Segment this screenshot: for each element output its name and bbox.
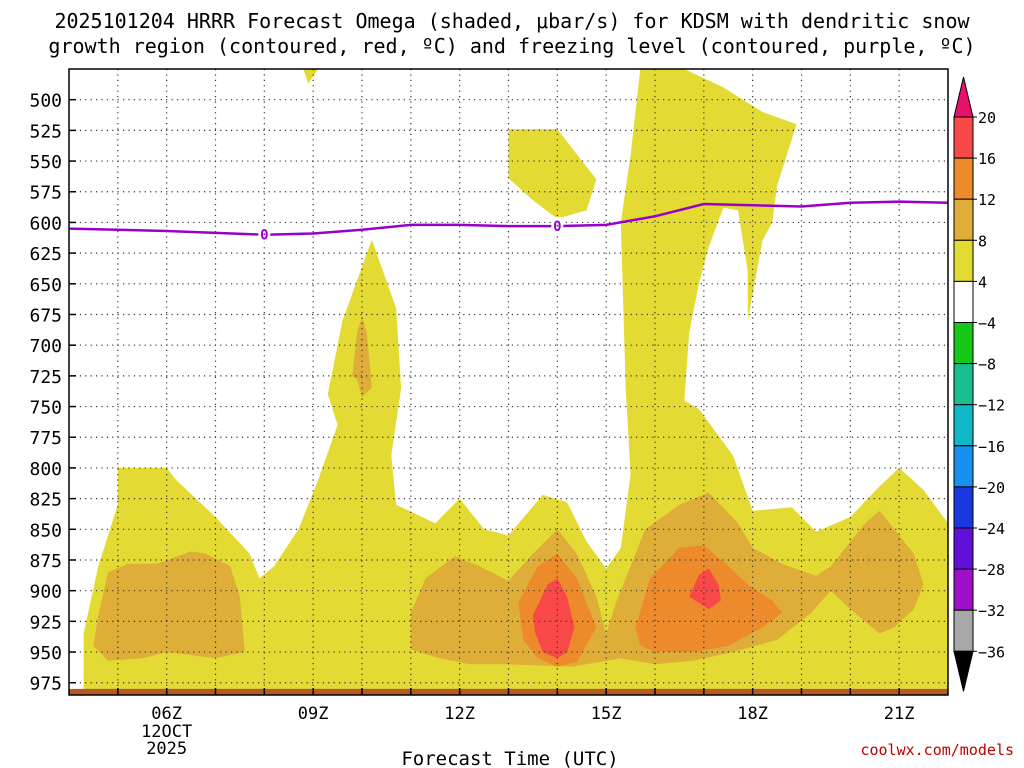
y-tick-label-775: 775	[29, 428, 62, 449]
colorbar-bin-3	[953, 198, 974, 241]
y-tick-label-550: 550	[29, 152, 62, 173]
y-tick-label-725: 725	[29, 367, 62, 388]
y-tick-label-675: 675	[29, 305, 62, 326]
y-tick-label-575: 575	[29, 183, 62, 204]
y-tick-label-800: 800	[29, 459, 62, 480]
x-tick-sublabel: 12OCT	[141, 722, 192, 742]
x-axis-label: Forecast Time (UTC)	[401, 748, 618, 768]
colorbar-label: −16	[978, 438, 1005, 456]
y-tick-label-625: 625	[29, 244, 62, 265]
colorbar-top-arrow	[953, 76, 974, 118]
colorbar-bin-1	[953, 116, 974, 159]
y-tick-label-850: 850	[29, 520, 62, 541]
x-tick-label-06Z: 06Z	[151, 704, 182, 724]
omega-region-4-1	[508, 129, 597, 219]
colorbar-bin-7	[953, 363, 974, 406]
colorbar-label: −36	[978, 643, 1005, 661]
x-tick-label-18Z: 18Z	[737, 704, 768, 724]
colorbar-label: −24	[978, 520, 1005, 538]
y-tick-label-700: 700	[29, 336, 62, 357]
y-tick-label-600: 600	[29, 213, 62, 234]
omega-shading-layer	[83, 69, 948, 693]
colorbar-label: −12	[978, 397, 1005, 415]
omega-region-16-9	[689, 568, 721, 610]
colorbar-bin-8	[953, 404, 974, 447]
colorbar-label: −4	[978, 315, 996, 333]
colorbar-bin-10	[953, 486, 974, 529]
x-tick-label-12Z: 12Z	[444, 704, 475, 724]
y-tick-label-750: 750	[29, 398, 62, 419]
omega-region-8-4	[352, 316, 372, 397]
colorbar-label: 16	[978, 150, 996, 168]
colorbar-label: 20	[978, 109, 996, 127]
freezing-level-label: 0	[553, 219, 561, 235]
credit-text: coolwx.com/models	[860, 741, 1014, 759]
y-tick-label-925: 925	[29, 612, 62, 633]
y-tick-label-825: 825	[29, 490, 62, 511]
x-tick-label-15Z: 15Z	[591, 704, 622, 724]
colorbar-bin-12	[953, 568, 974, 611]
x-tick-label-21Z: 21Z	[884, 704, 915, 724]
colorbar-label: 4	[978, 273, 987, 291]
colorbar-label: −32	[978, 602, 1005, 620]
colorbar-bin-2	[953, 157, 974, 200]
colorbar-label: 12	[978, 191, 996, 209]
omega-region-8-3	[93, 551, 245, 661]
colorbar-label: −20	[978, 479, 1005, 497]
colorbar-bottom-arrow	[953, 650, 974, 692]
y-tick-label-650: 650	[29, 275, 62, 296]
freezing-label-bg	[258, 225, 271, 243]
colorbar-label: −28	[978, 561, 1005, 579]
chart-title-line-2: growth region (contoured, red, ºC) and f…	[48, 34, 976, 58]
freezing-level-label: 0	[260, 228, 268, 244]
colorbar-bin-5	[953, 280, 974, 323]
y-tick-label-525: 525	[29, 121, 62, 142]
colorbar-bin-13	[953, 609, 974, 652]
y-axis: 500 525 550 575 600 625 650 675 700 725 750 775 800 8…	[29, 91, 76, 695]
x-tick-sublabel: 2025	[146, 739, 187, 759]
colorbar-bin-4	[953, 239, 974, 282]
colorbar-bin-6	[953, 322, 974, 365]
y-tick-label-950: 950	[29, 643, 62, 664]
x-tick-label-09Z: 09Z	[298, 704, 329, 724]
omega-region-16-8	[532, 578, 575, 659]
grid-layer	[69, 69, 948, 695]
chart-title-line-1: 2025101204 HRRR Forecast Omega (shaded, …	[54, 9, 970, 33]
colorbar-label: 8	[978, 232, 987, 250]
freezing-level-line	[69, 200, 948, 236]
colorbar-bin-11	[953, 527, 974, 570]
y-tick-label-875: 875	[29, 551, 62, 572]
omega-region-4-0	[303, 69, 318, 84]
y-tick-label-975: 975	[29, 674, 62, 695]
y-tick-label-900: 900	[29, 582, 62, 603]
freezing-label-bg	[551, 217, 564, 235]
colorbar: 20 16 12 8 4 −4 −8 −12 −16 −20 −24 −28 −32 −36	[953, 76, 1005, 692]
y-tick-label-500: 500	[29, 91, 62, 112]
colorbar-label: −8	[978, 356, 996, 374]
colorbar-bin-9	[953, 445, 974, 488]
freezing-level-layer: 00	[69, 200, 948, 244]
